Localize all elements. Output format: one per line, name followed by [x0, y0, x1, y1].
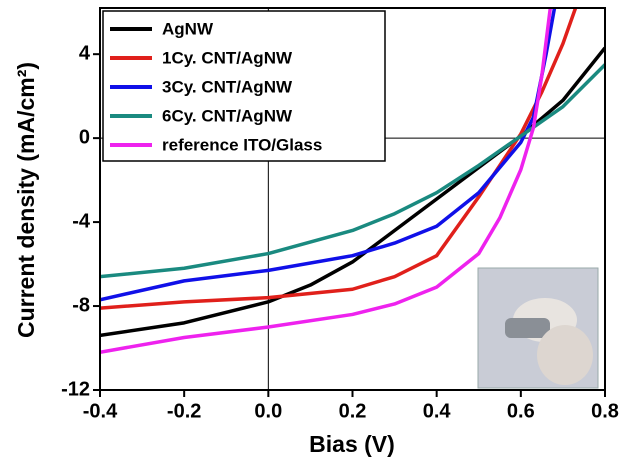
x-tick-label: -0.2 [167, 400, 201, 422]
x-tick-label: 0.6 [507, 400, 535, 422]
y-tick-label: -12 [61, 378, 90, 400]
x-tick-label: 0.4 [423, 400, 452, 422]
x-tick-label: 0.8 [591, 400, 619, 422]
plot-frame [99, 7, 606, 391]
x-tick-label: -0.4 [83, 400, 118, 422]
y-tick-label: -4 [72, 210, 91, 232]
x-tick-label: 0.2 [339, 400, 367, 422]
y-tick-label: 4 [79, 42, 91, 64]
data-line [100, 8, 553, 354]
x-axis-label: Bias (V) [309, 431, 395, 457]
data-line [100, 63, 605, 279]
inset-photo [477, 267, 599, 389]
legend-label: AgNW [162, 19, 214, 38]
y-tick-label: 0 [79, 126, 90, 148]
data-line [100, 8, 578, 310]
y-axis-label: Current density (mA/cm²) [13, 62, 39, 338]
legend-label: reference ITO/Glass [162, 135, 322, 154]
legend-label: 1Cy. CNT/AgNW [162, 48, 293, 67]
legend-label: 3Cy. CNT/AgNW [162, 77, 293, 96]
legend-label: 6Cy. CNT/AgNW [162, 106, 293, 125]
plot-area [100, 8, 605, 354]
x-tick-label: 0.0 [254, 400, 282, 422]
y-tick-label: -8 [72, 294, 90, 316]
